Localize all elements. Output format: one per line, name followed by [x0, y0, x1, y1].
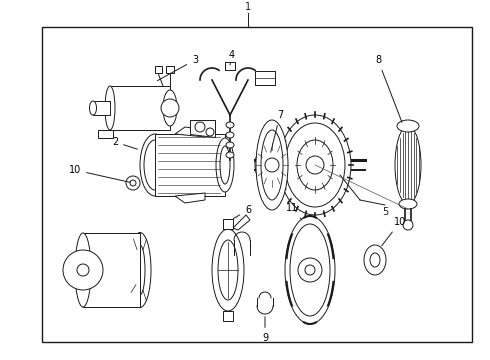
Ellipse shape — [105, 86, 115, 130]
Circle shape — [306, 156, 324, 174]
Text: 5: 5 — [382, 207, 388, 217]
Circle shape — [298, 258, 322, 282]
Ellipse shape — [290, 224, 330, 316]
Ellipse shape — [220, 146, 230, 184]
Text: 4: 4 — [229, 50, 235, 65]
Circle shape — [126, 176, 140, 190]
Ellipse shape — [226, 122, 234, 128]
Bar — [93, 101, 110, 115]
Text: 2: 2 — [112, 137, 137, 149]
Circle shape — [403, 220, 413, 230]
Ellipse shape — [163, 90, 177, 126]
Circle shape — [195, 122, 205, 132]
Text: 3: 3 — [157, 55, 198, 81]
Ellipse shape — [144, 140, 166, 190]
Circle shape — [265, 158, 279, 172]
Ellipse shape — [261, 130, 283, 200]
Polygon shape — [190, 120, 215, 137]
Bar — [110, 86, 170, 130]
Ellipse shape — [75, 233, 91, 307]
Ellipse shape — [399, 199, 417, 209]
Polygon shape — [98, 130, 113, 138]
Text: 6: 6 — [233, 205, 251, 219]
Ellipse shape — [226, 152, 234, 158]
Bar — [255, 71, 275, 85]
Text: 1: 1 — [245, 2, 251, 12]
Ellipse shape — [226, 142, 234, 148]
Bar — [166, 66, 174, 73]
Text: 7: 7 — [270, 110, 283, 152]
Text: 9: 9 — [262, 317, 268, 343]
Text: 10: 10 — [382, 217, 406, 246]
Circle shape — [77, 264, 89, 276]
Bar — [223, 219, 233, 229]
Polygon shape — [233, 215, 250, 230]
Ellipse shape — [140, 134, 170, 196]
Ellipse shape — [129, 233, 151, 307]
Ellipse shape — [212, 229, 244, 311]
Circle shape — [206, 128, 214, 136]
Ellipse shape — [285, 123, 345, 207]
Circle shape — [305, 265, 315, 275]
Circle shape — [161, 99, 179, 117]
Bar — [155, 134, 225, 196]
Ellipse shape — [255, 153, 265, 177]
Polygon shape — [175, 193, 205, 203]
Ellipse shape — [135, 245, 145, 295]
Circle shape — [63, 250, 103, 290]
Bar — [285, 157, 297, 173]
Ellipse shape — [90, 101, 97, 115]
Ellipse shape — [395, 126, 421, 204]
Ellipse shape — [285, 216, 335, 324]
Ellipse shape — [226, 132, 234, 138]
Text: 10: 10 — [69, 165, 130, 183]
Polygon shape — [175, 127, 205, 137]
Ellipse shape — [397, 120, 419, 132]
Ellipse shape — [218, 240, 238, 300]
Bar — [83, 233, 140, 307]
Bar — [225, 62, 235, 70]
Text: 8: 8 — [375, 55, 402, 122]
Ellipse shape — [216, 138, 234, 192]
Ellipse shape — [279, 115, 351, 215]
Bar — [223, 311, 233, 321]
Circle shape — [130, 180, 136, 186]
Bar — [260, 153, 278, 177]
Bar — [155, 66, 162, 73]
Ellipse shape — [364, 245, 386, 275]
Ellipse shape — [297, 140, 333, 190]
Ellipse shape — [256, 120, 288, 210]
Ellipse shape — [370, 253, 380, 267]
Bar — [42, 27, 472, 342]
Text: 11: 11 — [286, 203, 302, 220]
